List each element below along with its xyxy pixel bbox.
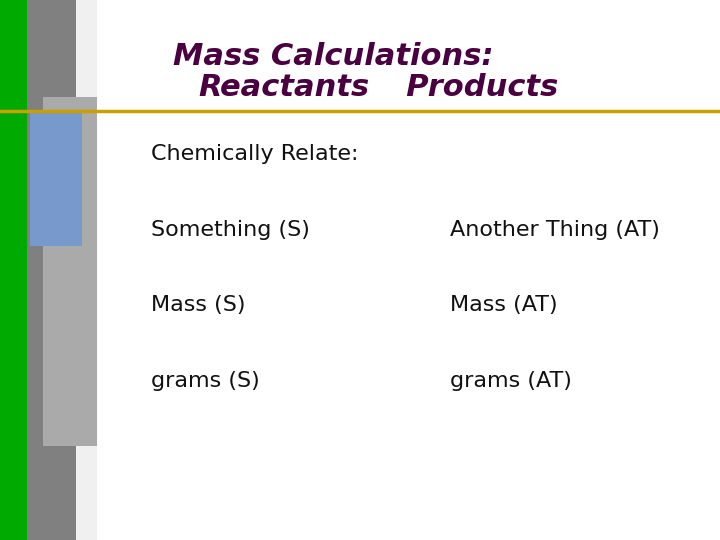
Text: Something (S): Something (S) [151, 219, 310, 240]
Text: Mass (S): Mass (S) [151, 295, 246, 315]
Text: grams (S): grams (S) [151, 370, 260, 391]
Text: Chemically Relate:: Chemically Relate: [151, 144, 359, 164]
Text: grams (AT): grams (AT) [450, 370, 572, 391]
Text: Reactants: Reactants [198, 73, 369, 102]
Text: Mass Calculations:: Mass Calculations: [173, 42, 493, 71]
Text: Another Thing (AT): Another Thing (AT) [450, 219, 660, 240]
Text: Products: Products [385, 73, 559, 102]
Text: Mass (AT): Mass (AT) [450, 295, 557, 315]
